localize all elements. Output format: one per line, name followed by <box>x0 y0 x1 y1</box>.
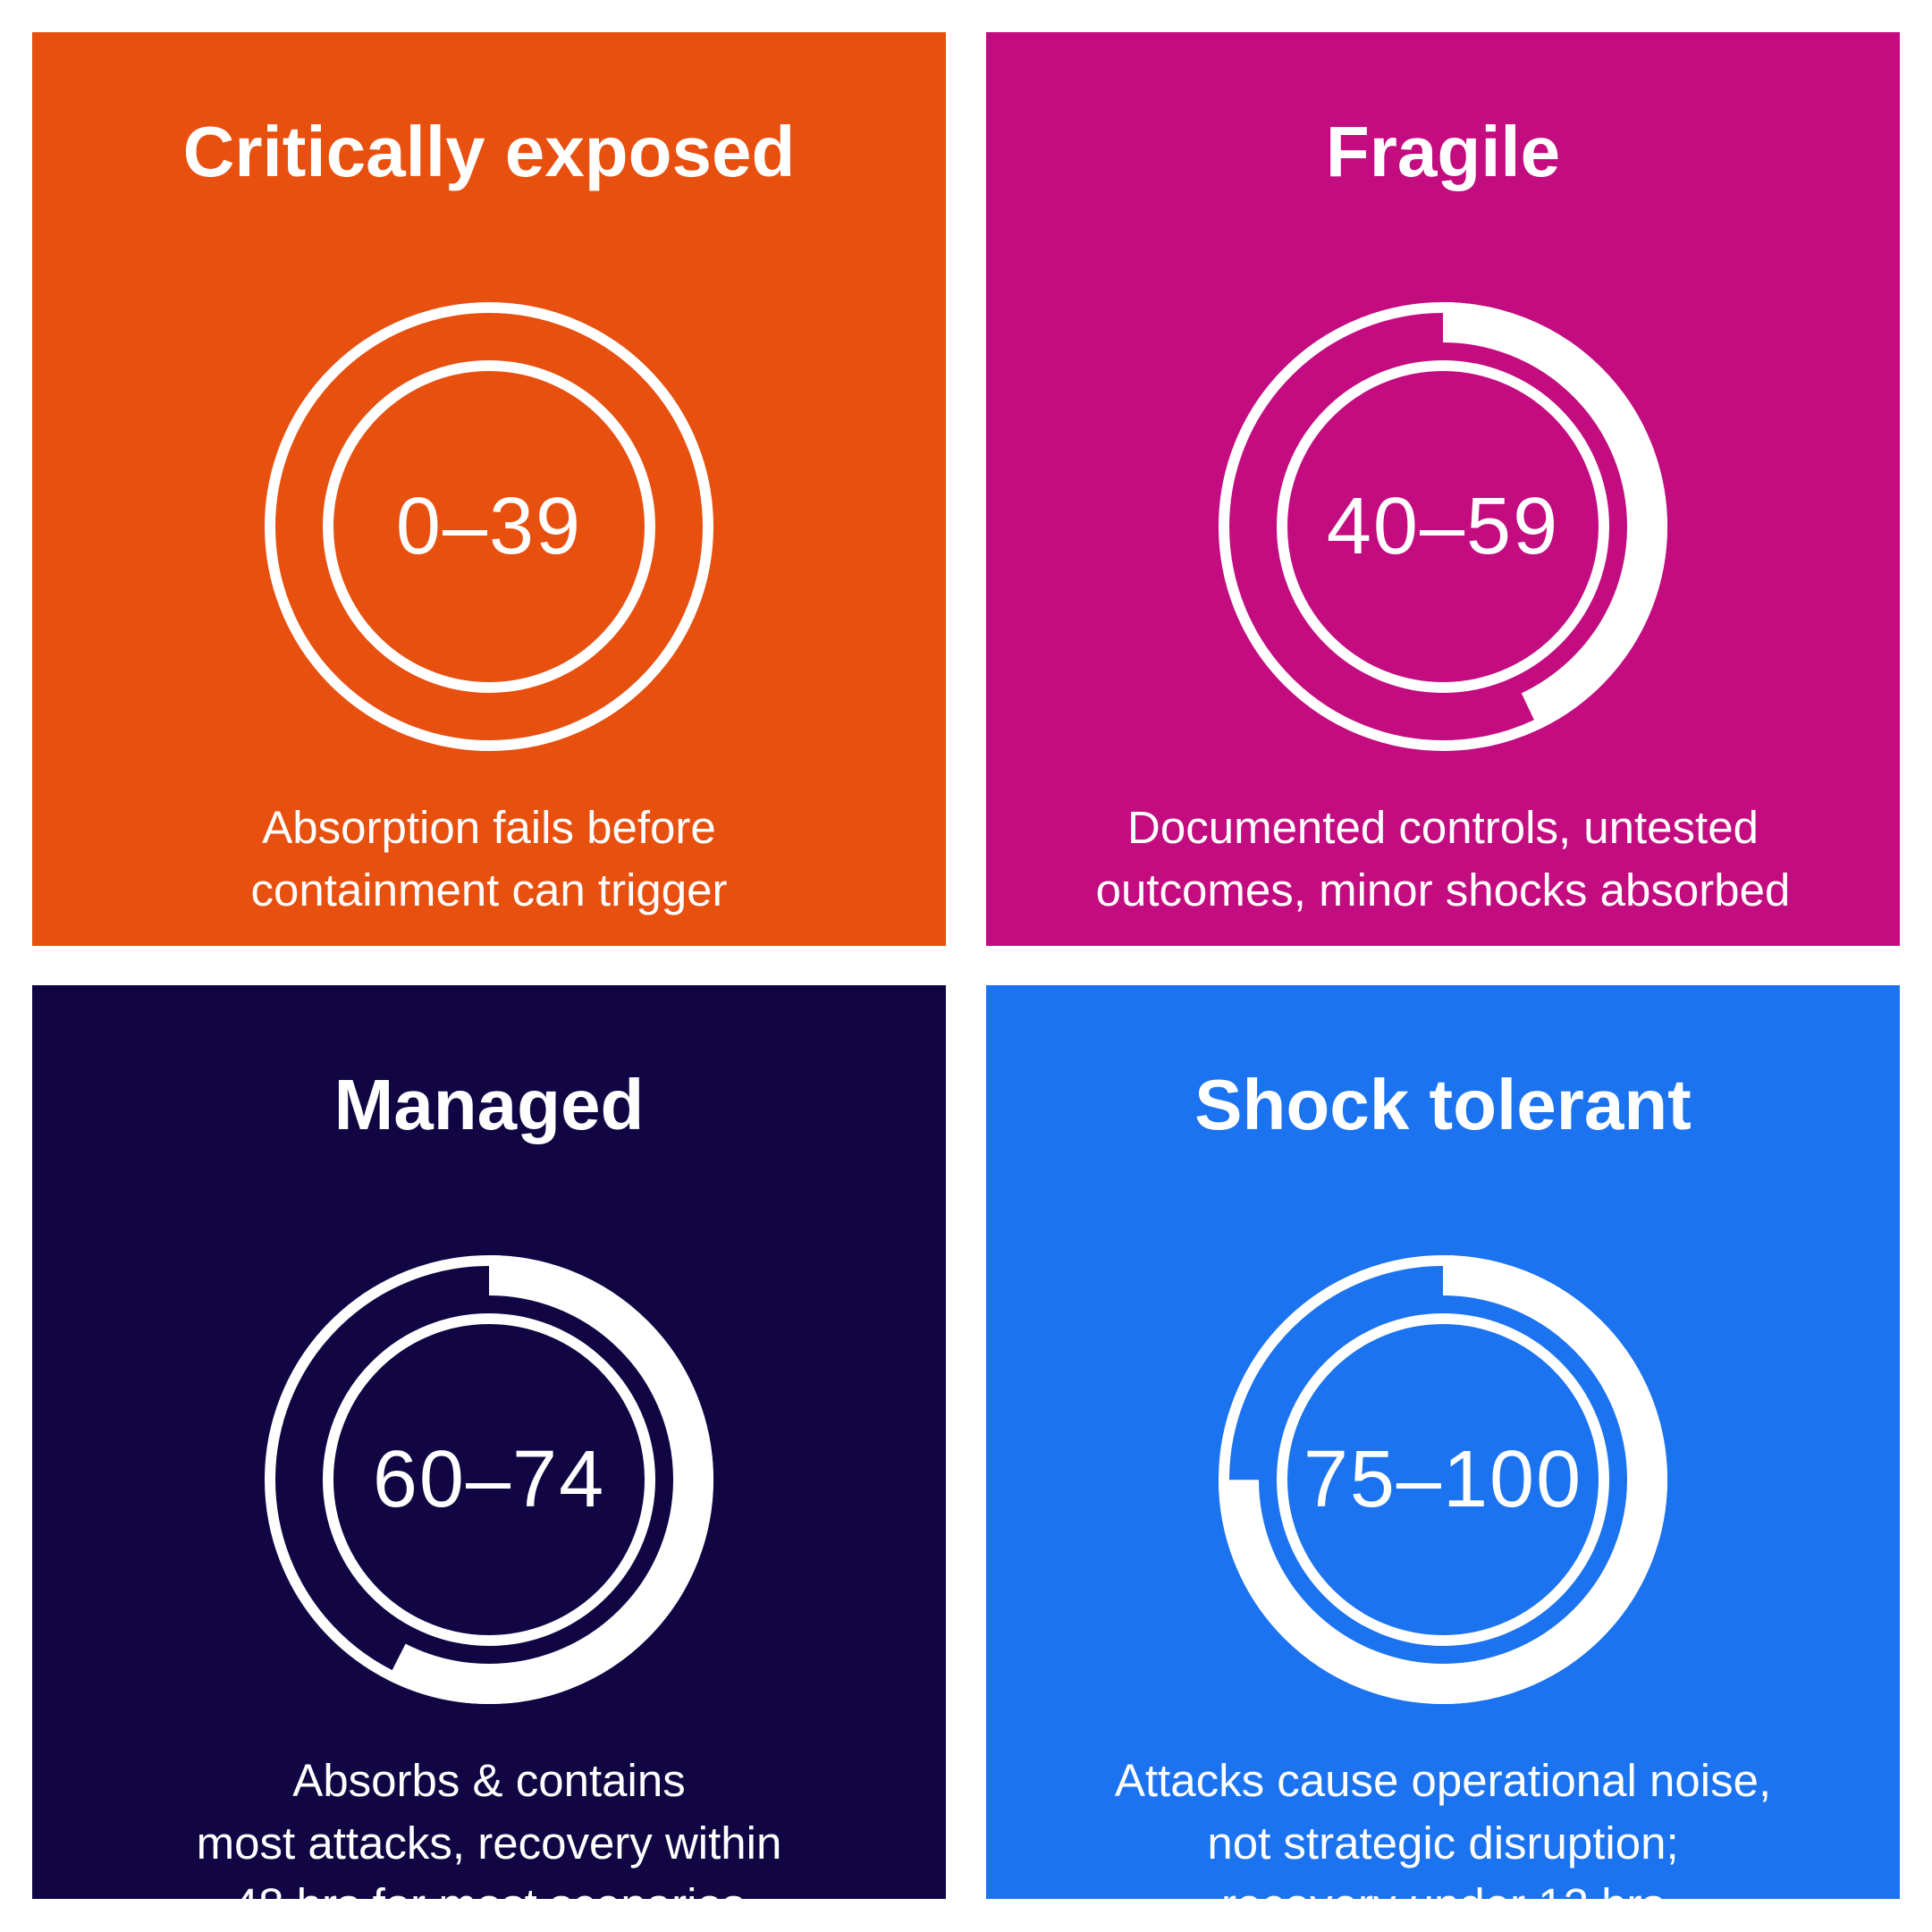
card-title-critically-exposed: Critically exposed <box>182 112 796 191</box>
gauge-range-fragile: 40–59 <box>1326 481 1560 571</box>
gauge-fill-arc <box>1219 1255 1667 1705</box>
gauge-track-ring <box>265 302 713 752</box>
gauge-shock-tolerant: 75–100 <box>1219 1255 1667 1705</box>
gauge-fragile: 40–59 <box>1219 302 1667 752</box>
card-description-shock-tolerant: Attacks cause operational noise, not str… <box>1114 1755 1772 1899</box>
desc-area-critically-exposed: Absorption fails before containment can … <box>32 751 946 946</box>
gauge-range-managed: 60–74 <box>372 1434 606 1524</box>
desc-area-shock-tolerant: Attacks cause operational noise, not str… <box>986 1704 1900 1899</box>
gauge-rings-fragile <box>1219 302 1667 752</box>
card-fragile: Fragile 40–59 Documented controls, untes… <box>986 32 1900 946</box>
gauge-inner-ring <box>1277 1313 1609 1647</box>
card-description-managed: Absorbs & contains most attacks, recover… <box>196 1755 782 1899</box>
gauge-rings-critically-exposed <box>265 302 713 752</box>
gauge-fill-arc <box>1219 302 1667 752</box>
gauge-inner-ring <box>323 360 655 694</box>
gauge-range-shock-tolerant: 75–100 <box>1303 1434 1583 1524</box>
gauge-rings-shock-tolerant <box>1219 1255 1667 1705</box>
card-critically-exposed: Critically exposed 0–39 Absorption fails… <box>32 32 946 946</box>
gauge-range-critically-exposed: 0–39 <box>395 481 583 571</box>
card-shock-tolerant: Shock tolerant 75–100 Attacks cause oper… <box>986 985 1900 1899</box>
card-title-fragile: Fragile <box>1325 112 1561 191</box>
desc-area-fragile: Documented controls, untested outcomes, … <box>986 751 1900 946</box>
gauge-inner-ring <box>1277 360 1609 694</box>
card-title-managed: Managed <box>333 1065 645 1144</box>
desc-area-managed: Absorbs & contains most attacks, recover… <box>32 1704 946 1899</box>
card-managed: Managed 60–74 Absorbs & contains most at… <box>32 985 946 1899</box>
gauge-managed: 60–74 <box>265 1255 713 1705</box>
gauge-rings-managed <box>265 1255 713 1705</box>
card-description-critically-exposed: Absorption fails before containment can … <box>250 802 728 915</box>
gauge-critically-exposed: 0–39 <box>265 302 713 752</box>
card-title-shock-tolerant: Shock tolerant <box>1194 1065 1692 1144</box>
card-description-fragile: Documented controls, untested outcomes, … <box>1095 802 1791 915</box>
gauge-fill-arc <box>265 1255 713 1705</box>
gauge-inner-ring <box>323 1313 655 1647</box>
